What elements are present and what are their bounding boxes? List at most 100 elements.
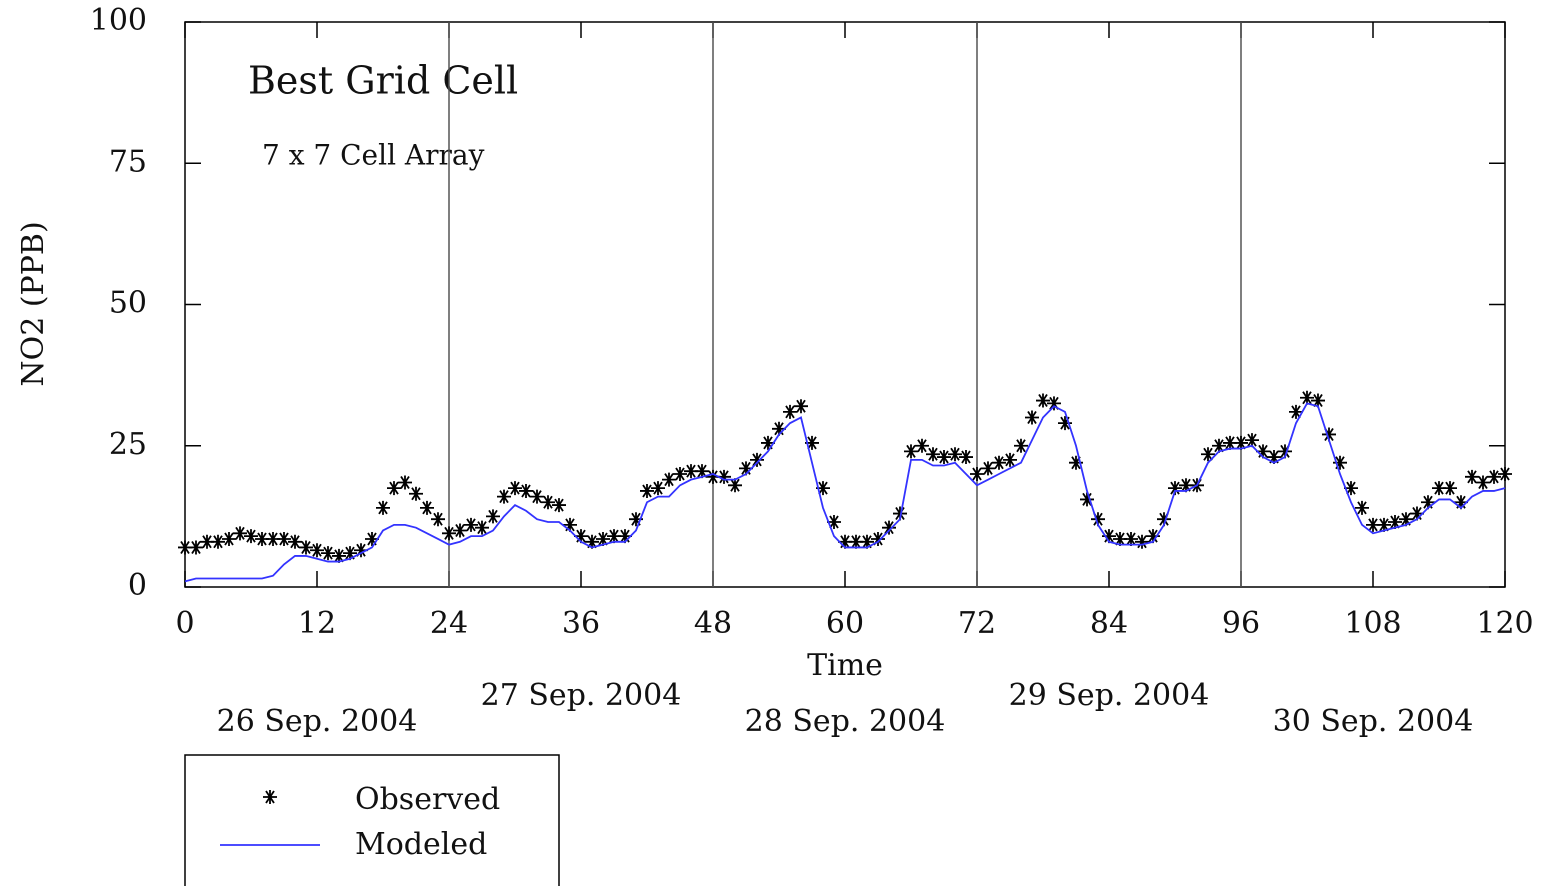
observed-point [1212, 438, 1226, 453]
y-tick-label: 25 [109, 427, 147, 462]
observed-point [178, 540, 192, 555]
observed-point [1003, 452, 1017, 467]
x-tick-label: 84 [1090, 606, 1128, 641]
y-axis-label: NO2 (PPB) [16, 221, 51, 386]
observed-point [1300, 390, 1314, 405]
observed-point [255, 531, 269, 546]
annotation: 7 x 7 Cell Array [262, 139, 485, 172]
observed-point [1025, 410, 1039, 425]
observed-point [552, 498, 566, 513]
observed-point [992, 455, 1006, 470]
observed-point [959, 450, 973, 465]
observed-point [464, 517, 478, 532]
observed-point [530, 489, 544, 504]
date-label: 28 Sep. 2004 [745, 704, 946, 739]
observed-point [981, 461, 995, 476]
observed-point [1311, 393, 1325, 408]
x-tick-label: 108 [1344, 606, 1401, 641]
observed-point [211, 534, 225, 549]
observed-point [1146, 529, 1160, 544]
observed-point [1124, 531, 1138, 546]
x-axis-label: Time [807, 648, 883, 683]
date-label: 29 Sep. 2004 [1009, 678, 1210, 713]
x-tick-label: 72 [958, 606, 996, 641]
observed-point [376, 500, 390, 515]
observed-point [1410, 506, 1424, 521]
observed-point [1179, 478, 1193, 493]
observed-point [739, 461, 753, 476]
observed-point [1102, 529, 1116, 544]
legend-box [184, 754, 560, 886]
legend-label: Modeled [355, 827, 487, 862]
observed-point [860, 534, 874, 549]
x-tick-label: 24 [430, 606, 468, 641]
observed-point [827, 515, 841, 530]
observed-point [772, 421, 786, 436]
observed-point [486, 509, 500, 524]
observed-point [1388, 515, 1402, 530]
observed-point [1498, 467, 1512, 481]
observed-point [629, 512, 643, 527]
observed-point [1267, 450, 1281, 465]
x-tick-label: 60 [826, 606, 864, 641]
observed-point [497, 489, 511, 504]
observed-point [783, 404, 797, 419]
annotation: Best Grid Cell [248, 59, 518, 103]
observed-point [475, 520, 489, 535]
observed-point [288, 534, 302, 549]
observed-point [1421, 495, 1435, 510]
observed-point [1091, 512, 1105, 527]
observed-point [453, 523, 467, 538]
observed-point [387, 481, 401, 496]
observed-point [750, 452, 764, 467]
observed-point [607, 529, 621, 544]
observed-point [442, 526, 456, 541]
observed-point [321, 546, 335, 561]
observed-point [1465, 469, 1479, 484]
observed-point [882, 520, 896, 535]
observed-point [937, 450, 951, 465]
observed-point [1234, 435, 1248, 450]
observed-point [794, 399, 808, 414]
observed-point [761, 435, 775, 450]
date-label: 27 Sep. 2004 [481, 678, 682, 713]
observed-point [1223, 435, 1237, 450]
observed-point [970, 467, 984, 481]
observed-point [332, 548, 346, 563]
date-label: 30 Sep. 2004 [1273, 704, 1474, 739]
observed-point [662, 472, 676, 487]
observed-point [299, 540, 313, 555]
observed-point [904, 444, 918, 459]
observed-point [409, 486, 423, 501]
observed-point [1256, 444, 1270, 459]
observed-point [948, 447, 962, 462]
observed-point [728, 478, 742, 493]
x-tick-label: 12 [298, 606, 336, 641]
observed-point [915, 438, 929, 453]
observed-point [244, 529, 258, 544]
observed-point [1476, 475, 1490, 490]
observed-point [1355, 500, 1369, 515]
observed-point [1344, 481, 1358, 496]
observed-point [838, 534, 852, 549]
x-tick-label: 48 [694, 606, 732, 641]
observed-point [1036, 393, 1050, 408]
observed-point [706, 469, 720, 484]
observed-point [222, 531, 236, 546]
observed-point [1201, 447, 1215, 462]
observed-point [1432, 481, 1446, 496]
x-tick-label: 0 [175, 606, 194, 641]
observed-point [1245, 433, 1259, 448]
observed-point [1487, 469, 1501, 484]
observed-point [816, 481, 830, 496]
observed-point [354, 543, 368, 558]
observed-point [1047, 396, 1061, 411]
observed-point [1058, 416, 1072, 431]
observed-point [684, 464, 698, 479]
observed-point [673, 467, 687, 481]
observed-point [1333, 455, 1347, 470]
observed-point [1080, 492, 1094, 507]
observed-point [805, 435, 819, 450]
observed-point [717, 469, 731, 484]
observed-point [871, 531, 885, 546]
